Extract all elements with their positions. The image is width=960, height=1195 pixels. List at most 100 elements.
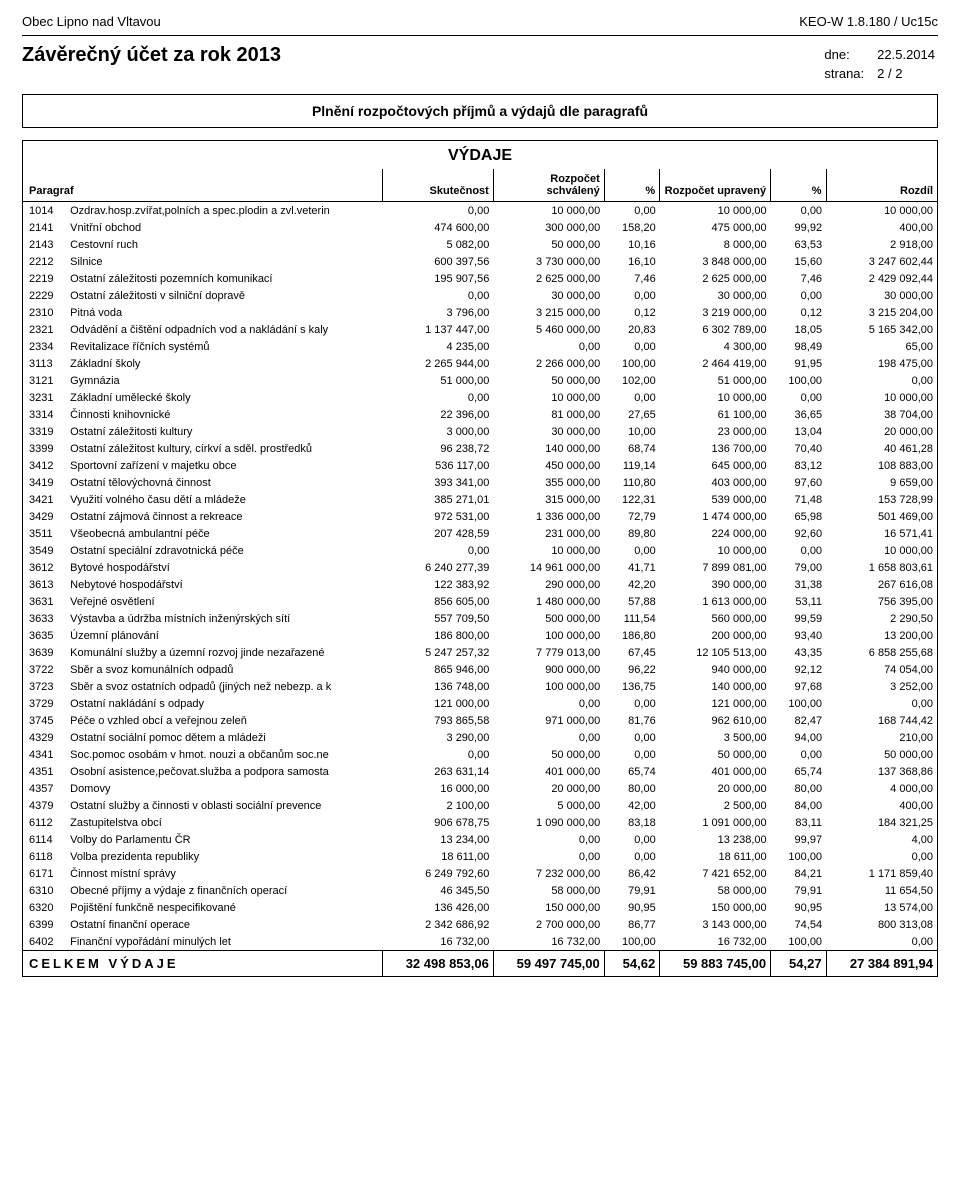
row-skutecnost: 122 383,92: [382, 576, 493, 593]
row-label: Základní školy: [66, 355, 382, 372]
row-skutecnost: 865 946,00: [382, 661, 493, 678]
row-label: Všeobecná ambulantní péče: [66, 525, 382, 542]
row-schvaleny: 50 000,00: [493, 236, 604, 253]
divider: [22, 35, 938, 36]
table-row: 6320Pojištění funkčně nespecifikované136…: [23, 899, 937, 916]
row-schvaleny: 100 000,00: [493, 627, 604, 644]
row-schvaleny: 30 000,00: [493, 423, 604, 440]
row-code: 3314: [23, 406, 66, 423]
row-pct1: 136,75: [604, 678, 659, 695]
row-label: Domovy: [66, 780, 382, 797]
row-upraveny: 51 000,00: [660, 372, 771, 389]
row-code: 6112: [23, 814, 66, 831]
row-pct2: 97,60: [771, 474, 826, 491]
row-skutecnost: 0,00: [382, 287, 493, 304]
row-label: Odvádění a čištění odpadních vod a naklá…: [66, 321, 382, 338]
row-label: Soc.pomoc osobám v hmot. nouzi a občanům…: [66, 746, 382, 763]
row-rozdil: 4 000,00: [826, 780, 937, 797]
row-pct2: 99,59: [771, 610, 826, 627]
row-skutecnost: 1 137 447,00: [382, 321, 493, 338]
table-row: 3722Sběr a svoz komunálních odpadů865 94…: [23, 661, 937, 678]
page-value: 2 / 2: [876, 65, 936, 82]
row-rozdil: 20 000,00: [826, 423, 937, 440]
row-label: Veřejné osvětlení: [66, 593, 382, 610]
table-row: 3231Základní umělecké školy0,0010 000,00…: [23, 389, 937, 406]
row-schvaleny: 3 215 000,00: [493, 304, 604, 321]
row-rozdil: 3 252,00: [826, 678, 937, 695]
row-skutecnost: 2 100,00: [382, 797, 493, 814]
table-row: 3635Územní plánování186 800,00100 000,00…: [23, 627, 937, 644]
row-code: 2321: [23, 321, 66, 338]
row-pct2: 100,00: [771, 848, 826, 865]
table-row: 2141Vnitřní obchod474 600,00300 000,0015…: [23, 219, 937, 236]
table-row: 3633Výstavba a údržba místních inženýrsk…: [23, 610, 937, 627]
row-rozdil: 1 171 859,40: [826, 865, 937, 882]
row-pct1: 16,10: [604, 253, 659, 270]
row-rozdil: 10 000,00: [826, 542, 937, 559]
row-pct2: 92,12: [771, 661, 826, 678]
row-upraveny: 3 219 000,00: [660, 304, 771, 321]
row-label: Vnitřní obchod: [66, 219, 382, 236]
row-pct2: 83,12: [771, 457, 826, 474]
row-label: Sběr a svoz komunálních odpadů: [66, 661, 382, 678]
row-skutecnost: 18 611,00: [382, 848, 493, 865]
row-pct2: 83,11: [771, 814, 826, 831]
row-skutecnost: 22 396,00: [382, 406, 493, 423]
row-code: 3612: [23, 559, 66, 576]
row-pct1: 67,45: [604, 644, 659, 661]
row-schvaleny: 16 732,00: [493, 933, 604, 951]
row-upraveny: 401 000,00: [660, 763, 771, 780]
row-pct2: 71,48: [771, 491, 826, 508]
row-rozdil: 184 321,25: [826, 814, 937, 831]
row-code: 2229: [23, 287, 66, 304]
row-upraveny: 23 000,00: [660, 423, 771, 440]
row-upraveny: 2 464 419,00: [660, 355, 771, 372]
row-upraveny: 962 610,00: [660, 712, 771, 729]
row-code: 3113: [23, 355, 66, 372]
row-code: 4379: [23, 797, 66, 814]
row-upraveny: 1 091 000,00: [660, 814, 771, 831]
totals-pct2: 54,27: [771, 951, 826, 977]
row-upraveny: 6 302 789,00: [660, 321, 771, 338]
totals-label: CELKEM VÝDAJE: [23, 951, 382, 977]
row-pct2: 65,98: [771, 508, 826, 525]
row-upraveny: 7 421 652,00: [660, 865, 771, 882]
row-schvaleny: 20 000,00: [493, 780, 604, 797]
row-rozdil: 74 054,00: [826, 661, 937, 678]
row-upraveny: 140 000,00: [660, 678, 771, 695]
table-row: 3549Ostatní speciální zdravotnická péče0…: [23, 542, 937, 559]
row-upraveny: 7 899 081,00: [660, 559, 771, 576]
totals-skutecnost: 32 498 853,06: [382, 951, 493, 977]
table-row: 3723Sběr a svoz ostatních odpadů (jiných…: [23, 678, 937, 695]
row-skutecnost: 16 000,00: [382, 780, 493, 797]
table-row: 6112Zastupitelstva obcí906 678,751 090 0…: [23, 814, 937, 831]
row-label: Finanční vypořádání minulých let: [66, 933, 382, 951]
table-row: 2229Ostatní záležitosti v silniční dopra…: [23, 287, 937, 304]
table-row: 3631Veřejné osvětlení856 605,001 480 000…: [23, 593, 937, 610]
row-upraveny: 1 613 000,00: [660, 593, 771, 610]
row-skutecnost: 3 796,00: [382, 304, 493, 321]
row-skutecnost: 2 265 944,00: [382, 355, 493, 372]
row-skutecnost: 3 290,00: [382, 729, 493, 746]
row-pct2: 84,21: [771, 865, 826, 882]
row-pct1: 0,00: [604, 389, 659, 406]
row-pct1: 0,00: [604, 729, 659, 746]
row-pct2: 0,00: [771, 542, 826, 559]
table-row: 6310Obecné příjmy a výdaje z finančních …: [23, 882, 937, 899]
table-row: 4351Osobní asistence,pečovat.služba a po…: [23, 763, 937, 780]
row-code: 6118: [23, 848, 66, 865]
row-upraveny: 61 100,00: [660, 406, 771, 423]
row-schvaleny: 0,00: [493, 338, 604, 355]
row-upraveny: 224 000,00: [660, 525, 771, 542]
row-schvaleny: 1 480 000,00: [493, 593, 604, 610]
row-rozdil: 137 368,86: [826, 763, 937, 780]
row-skutecnost: 0,00: [382, 389, 493, 406]
row-rozdil: 9 659,00: [826, 474, 937, 491]
row-code: 3511: [23, 525, 66, 542]
table-row: 6118Volba prezidenta republiky18 611,000…: [23, 848, 937, 865]
row-code: 3231: [23, 389, 66, 406]
row-skutecnost: 2 342 686,92: [382, 916, 493, 933]
row-upraveny: 10 000,00: [660, 542, 771, 559]
row-skutecnost: 536 117,00: [382, 457, 493, 474]
row-rozdil: 153 728,99: [826, 491, 937, 508]
